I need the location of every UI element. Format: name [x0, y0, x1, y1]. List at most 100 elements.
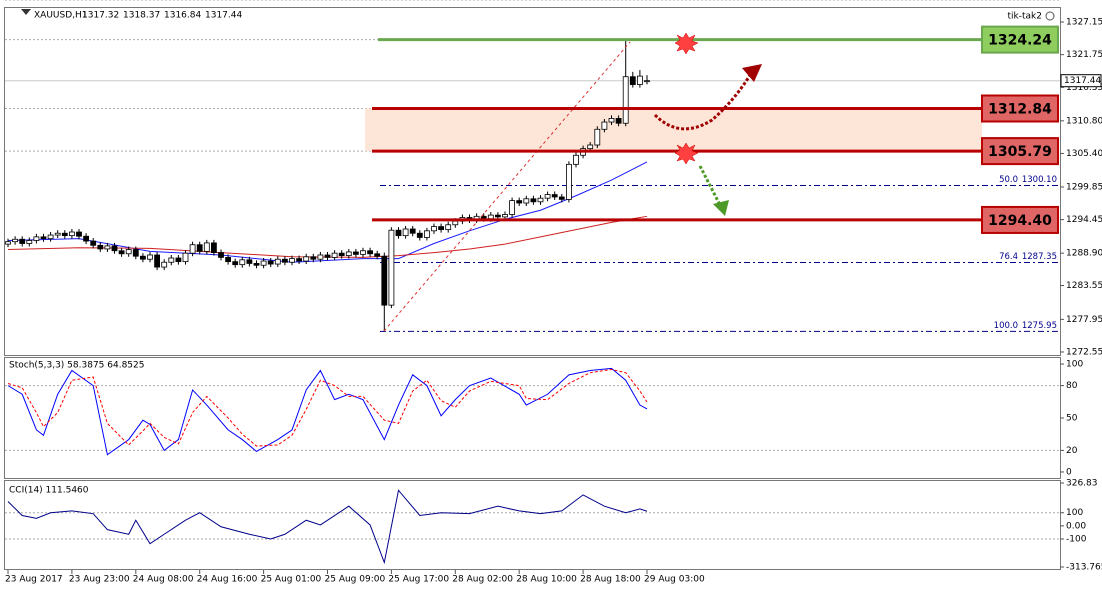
candle-body	[558, 196, 565, 200]
candle-body	[637, 75, 643, 85]
y-tick-label: 80	[1066, 381, 1078, 391]
y-tick-label: 1283.55	[1066, 281, 1102, 291]
candle-body	[154, 254, 161, 268]
candle-body	[210, 242, 217, 253]
candle-body	[594, 128, 601, 146]
candle-body	[118, 250, 125, 255]
fibonacci-ratio: 100.0	[994, 321, 1018, 331]
indicator-line	[7, 367, 648, 456]
main-panel-border	[4, 7, 1061, 356]
candle-body	[132, 249, 139, 257]
indicator-title: CCI(14) 111.5460	[9, 486, 89, 496]
level-box	[981, 205, 1059, 234]
y-tick-label: 1299.85	[1066, 182, 1102, 192]
candle-body	[622, 76, 629, 124]
candle-body	[431, 226, 437, 232]
fibonacci-ratio: 76.4	[999, 252, 1018, 262]
y-tick-label: -313.765	[1066, 563, 1102, 573]
candle-body	[303, 256, 310, 262]
indicator-line	[7, 368, 648, 447]
candle-body	[225, 257, 232, 263]
candle-body	[76, 231, 82, 237]
ohlc-value: 1316.84	[164, 11, 201, 21]
ohlc-value: 1317.32	[82, 11, 119, 21]
candle-body	[61, 232, 68, 237]
candle-body	[203, 242, 210, 252]
candle-body	[395, 229, 402, 237]
y-tick-label: 100	[1066, 508, 1083, 518]
symbol-arrow	[21, 9, 31, 15]
candle-body	[54, 232, 61, 236]
candle-body	[97, 244, 104, 250]
y-tick-label: 1305.40	[1066, 149, 1102, 159]
candle-body	[324, 254, 331, 258]
candle-body	[338, 252, 345, 256]
down-arrow-head	[713, 200, 729, 216]
candle-body	[104, 245, 111, 250]
candle-body	[523, 198, 530, 204]
candle-body	[352, 251, 359, 255]
candle-body	[182, 252, 189, 263]
candle-body	[147, 254, 153, 260]
x-tick-label: 28 Aug 10:00	[516, 575, 577, 585]
candle-body	[253, 263, 260, 266]
candle-body	[629, 76, 636, 85]
candle-body	[516, 200, 523, 204]
candle-body	[125, 249, 132, 255]
indicator-title: Stoch(5,3,3) 58.3875 64.8525	[9, 361, 144, 371]
x-tick-label: 25 Aug 17:00	[388, 575, 449, 585]
candle-body	[402, 228, 409, 237]
x-tick-label: 24 Aug 08:00	[133, 575, 194, 585]
candle-body	[360, 250, 366, 255]
x-tick-label: 28 Aug 18:00	[580, 575, 641, 585]
candle-body	[544, 194, 551, 199]
candle-body	[168, 257, 175, 263]
x-tick-label: 29 Aug 03:00	[644, 575, 705, 585]
burst-icon	[674, 142, 699, 165]
candle-body	[26, 240, 33, 244]
candle-body	[445, 224, 452, 231]
y-tick-label: 1277.95	[1066, 315, 1102, 325]
candle-body	[587, 144, 594, 150]
candle-body	[175, 257, 182, 263]
level-label: 1294.40	[988, 213, 1052, 229]
candle-body	[416, 232, 423, 238]
candle-body	[409, 228, 416, 234]
fibonacci-price: 1300.10	[1022, 175, 1057, 185]
candle-body	[83, 235, 89, 242]
x-tick-label: 23 Aug 2017	[5, 575, 63, 585]
candle-body	[196, 244, 203, 252]
symbol: XAUUSD,H1	[34, 11, 88, 21]
level-label: 1312.84	[988, 101, 1052, 117]
candle-body	[5, 241, 11, 245]
up-arrow-head	[742, 64, 762, 82]
y-tick-label: -100	[1066, 534, 1087, 544]
candle-body	[374, 253, 381, 257]
candle-body	[367, 250, 374, 255]
y-tick-label: 326.83	[1066, 479, 1098, 489]
y-tick-label: 1310.80	[1066, 116, 1102, 126]
down-arrow	[698, 165, 722, 206]
level-box	[981, 94, 1059, 123]
candle-body	[530, 198, 537, 203]
candle-body	[388, 229, 395, 306]
annotations	[21, 9, 762, 216]
level-box	[981, 25, 1059, 54]
fibonacci-price: 1275.95	[1022, 321, 1057, 331]
y-tick-label: 0.00	[1066, 521, 1086, 531]
y-tick-label: 1294.45	[1066, 215, 1102, 225]
candle-body	[281, 258, 288, 263]
candle-body	[381, 255, 388, 306]
candle-body	[260, 260, 267, 266]
candle-body	[573, 154, 579, 165]
candle-body	[111, 245, 118, 252]
candle-body	[239, 259, 246, 266]
y-tick-label: 1272.55	[1066, 347, 1102, 357]
expert-icon	[1045, 11, 1055, 21]
indicator-line	[7, 489, 648, 565]
candle-body	[423, 230, 430, 238]
candle-body	[310, 256, 317, 260]
candle-body	[452, 220, 459, 226]
